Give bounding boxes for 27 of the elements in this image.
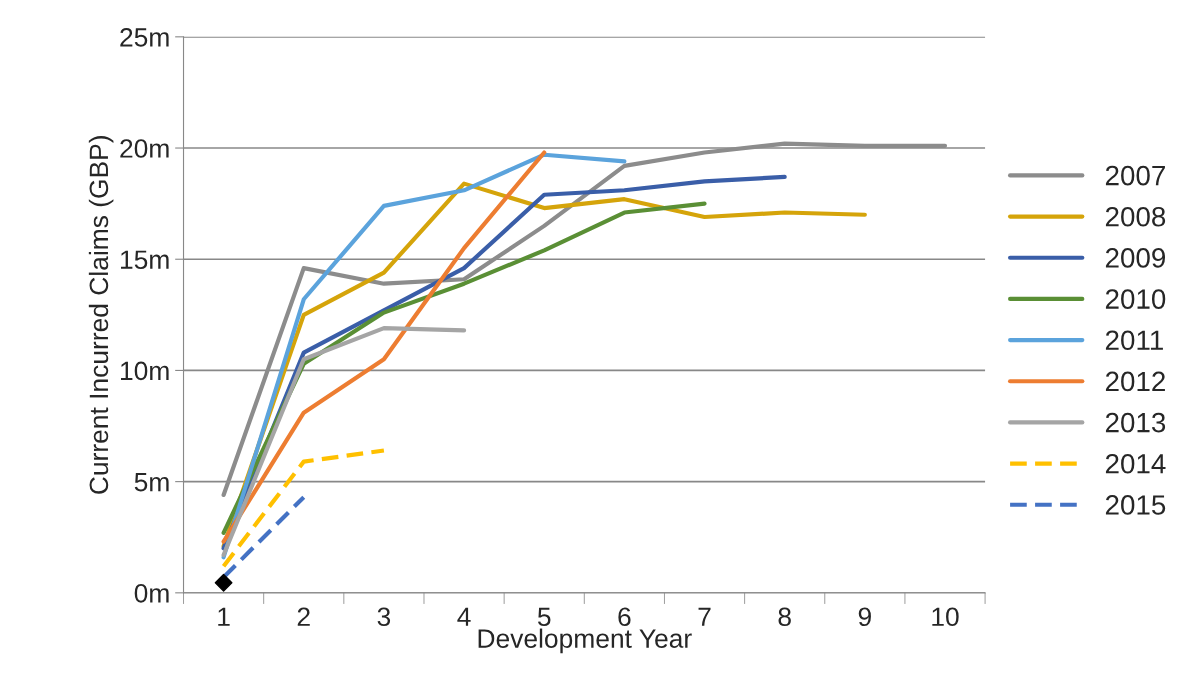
y-tick-label: 20m xyxy=(120,139,169,158)
x-tick-label: 10 xyxy=(932,607,959,627)
y-tick-label: 10m xyxy=(121,361,169,381)
x-tick-label: 4 xyxy=(457,607,471,626)
x-tick-label: 7 xyxy=(698,607,711,626)
x-tick-label: 2 xyxy=(297,607,310,626)
y-tick-label: 15m xyxy=(121,250,169,270)
x-tick-label: 8 xyxy=(778,607,791,627)
legend-label: 2014 xyxy=(1105,453,1166,474)
x-tick-label: 3 xyxy=(377,607,391,627)
legend-label: 2010 xyxy=(1105,289,1166,309)
y-axis-title: Current Incurred Claims (GBP) xyxy=(88,136,114,494)
legend-label: 2011 xyxy=(1105,330,1163,351)
y-tick-label: 25m xyxy=(120,27,169,47)
legend-label: 2015 xyxy=(1105,495,1166,515)
x-tick-label: 6 xyxy=(618,607,631,627)
legend-label: 2009 xyxy=(1105,248,1166,268)
legend-label: 2008 xyxy=(1105,206,1166,227)
x-tick-label: 5 xyxy=(537,607,551,627)
x-axis-title: Development Year xyxy=(478,628,692,654)
legend-label: 2007 xyxy=(1105,165,1165,186)
legend-label: 2012 xyxy=(1105,371,1165,392)
x-tick-label: 1 xyxy=(218,607,230,626)
legend-label: 2013 xyxy=(1105,412,1166,433)
x-tick-label: 9 xyxy=(858,607,871,627)
y-tick-label: 0m xyxy=(134,583,169,603)
y-tick-label: 5m xyxy=(134,473,169,492)
